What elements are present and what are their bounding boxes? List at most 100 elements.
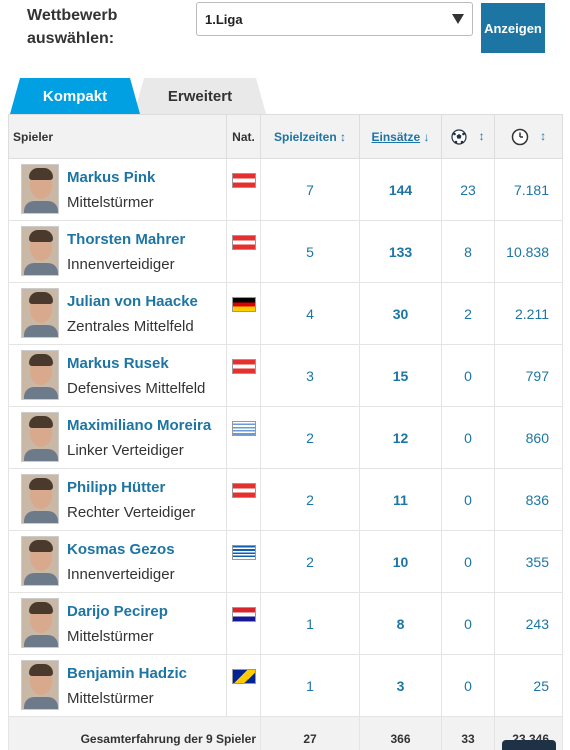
player-photo[interactable]	[21, 536, 59, 586]
goals-cell: 23	[441, 158, 495, 221]
minutes-cell: 7.181	[494, 158, 563, 221]
player-position: Linker Verteidiger	[67, 442, 184, 459]
player-photo[interactable]	[21, 164, 59, 214]
player-cell: Markus Rusek Defensives Mittelfeld	[8, 344, 227, 407]
total-apps: 366	[359, 716, 442, 750]
table-row: Maximiliano Moreira Linker Verteidiger 2…	[8, 406, 563, 469]
player-cell: Philipp Hütter Rechter Verteidiger	[8, 468, 227, 531]
sort-seasons-link[interactable]: Spielzeiten	[273, 129, 337, 144]
goals-cell: 0	[441, 654, 495, 717]
seasons-cell[interactable]: 2	[260, 406, 360, 469]
player-position: Rechter Verteidiger	[67, 504, 196, 521]
player-position: Innenverteidiger	[67, 256, 175, 273]
nationality-cell	[226, 344, 261, 407]
minutes-cell: 355	[494, 530, 563, 593]
total-label: Gesamterfahrung der 9 Spieler	[8, 716, 261, 750]
player-position: Defensives Mittelfeld	[67, 380, 206, 397]
seasons-cell[interactable]: 2	[260, 530, 360, 593]
column-header-player: Spieler	[8, 114, 227, 159]
apps-cell[interactable]: 3	[359, 654, 442, 717]
sort-arrow-icon: ↕	[340, 129, 347, 144]
sort-apps-link[interactable]: Einsätze	[371, 129, 421, 144]
player-position: Mittelstürmer	[67, 194, 154, 211]
player-name-link[interactable]: Markus Pink	[67, 169, 156, 186]
seasons-cell[interactable]: 5	[260, 220, 360, 283]
sort-arrow-icon: ↕	[540, 128, 547, 143]
player-photo[interactable]	[21, 288, 59, 338]
player-name-link[interactable]: Kosmas Gezos	[67, 541, 175, 558]
nationality-cell	[226, 468, 261, 531]
seasons-cell[interactable]: 1	[260, 592, 360, 655]
player-photo[interactable]	[21, 660, 59, 710]
apps-cell[interactable]: 133	[359, 220, 442, 283]
nationality-cell	[226, 406, 261, 469]
nationality-cell	[226, 158, 261, 221]
column-header-minutes[interactable]: ↕	[494, 114, 563, 159]
sort-arrow-icon: ↕	[478, 128, 485, 143]
flag-icon	[231, 172, 256, 188]
nationality-cell	[226, 282, 261, 345]
player-photo[interactable]	[21, 412, 59, 462]
player-name-link[interactable]: Darijo Pecirep	[67, 603, 168, 620]
tab-erweitert[interactable]: Erweitert	[134, 78, 266, 114]
apps-cell[interactable]: 15	[359, 344, 442, 407]
competition-select-value: 1.Liga	[205, 12, 243, 27]
minutes-cell: 10.838	[494, 220, 563, 283]
table-row: Thorsten Mahrer Innenverteidiger 5 133 8…	[8, 220, 563, 283]
show-button[interactable]: Anzeigen	[481, 3, 545, 53]
flag-icon	[231, 420, 256, 436]
player-cell: Darijo Pecirep Mittelstürmer	[8, 592, 227, 655]
table-header-row: Spieler Nat. Spielzeiten ↕ Einsätze ↓	[8, 114, 563, 159]
apps-cell[interactable]: 12	[359, 406, 442, 469]
flag-icon	[231, 482, 256, 498]
goals-cell: 0	[441, 468, 495, 531]
player-photo[interactable]	[21, 350, 59, 400]
goals-cell: 0	[441, 344, 495, 407]
view-tabs: Erweitert Kompakt	[8, 78, 562, 114]
apps-cell[interactable]: 8	[359, 592, 442, 655]
apps-cell[interactable]: 30	[359, 282, 442, 345]
table-row: Darijo Pecirep Mittelstürmer 1 8 0 243	[8, 592, 563, 655]
seasons-cell[interactable]: 7	[260, 158, 360, 221]
minutes-cell: 860	[494, 406, 563, 469]
competition-filter-label: Wettbewerb auswählen:	[27, 7, 118, 47]
table-footer-row: Gesamterfahrung der 9 Spieler 27 366 33 …	[8, 716, 563, 750]
player-name-link[interactable]: Maximiliano Moreira	[67, 417, 212, 434]
floating-button[interactable]	[502, 740, 556, 750]
nationality-cell	[226, 592, 261, 655]
player-photo[interactable]	[21, 226, 59, 276]
player-name-link[interactable]: Markus Rusek	[67, 355, 169, 372]
dropdown-arrow-icon	[452, 14, 464, 24]
sort-desc-icon: ↓	[423, 129, 430, 144]
flag-icon	[231, 606, 256, 622]
flag-icon	[231, 234, 256, 250]
column-header-goals[interactable]: ↕	[441, 114, 495, 159]
table-row: Philipp Hütter Rechter Verteidiger 2 11 …	[8, 468, 563, 531]
player-name-link[interactable]: Philipp Hütter	[67, 479, 166, 496]
apps-cell[interactable]: 144	[359, 158, 442, 221]
seasons-cell[interactable]: 4	[260, 282, 360, 345]
football-icon	[451, 128, 467, 145]
column-header-nat: Nat.	[226, 114, 261, 159]
goals-cell: 8	[441, 220, 495, 283]
seasons-cell[interactable]: 3	[260, 344, 360, 407]
seasons-cell[interactable]: 2	[260, 468, 360, 531]
competition-select[interactable]: 1.Liga	[196, 2, 473, 36]
player-photo[interactable]	[21, 598, 59, 648]
player-position: Innenverteidiger	[67, 566, 175, 583]
column-header-seasons[interactable]: Spielzeiten ↕	[260, 114, 360, 159]
player-cell: Thorsten Mahrer Innenverteidiger	[8, 220, 227, 283]
seasons-cell[interactable]: 1	[260, 654, 360, 717]
player-name-link[interactable]: Benjamin Hadzic	[67, 665, 188, 682]
player-name-link[interactable]: Julian von Haacke	[67, 293, 198, 310]
player-cell: Maximiliano Moreira Linker Verteidiger	[8, 406, 227, 469]
player-cell: Julian von Haacke Zentrales Mittelfeld	[8, 282, 227, 345]
goals-cell: 2	[441, 282, 495, 345]
player-photo[interactable]	[21, 474, 59, 524]
apps-cell[interactable]: 10	[359, 530, 442, 593]
apps-cell[interactable]: 11	[359, 468, 442, 531]
column-header-apps[interactable]: Einsätze ↓	[359, 114, 442, 159]
player-name-link[interactable]: Thorsten Mahrer	[67, 231, 186, 248]
tab-kompakt[interactable]: Kompakt	[10, 78, 140, 114]
table-row: Markus Rusek Defensives Mittelfeld 3 15 …	[8, 344, 563, 407]
